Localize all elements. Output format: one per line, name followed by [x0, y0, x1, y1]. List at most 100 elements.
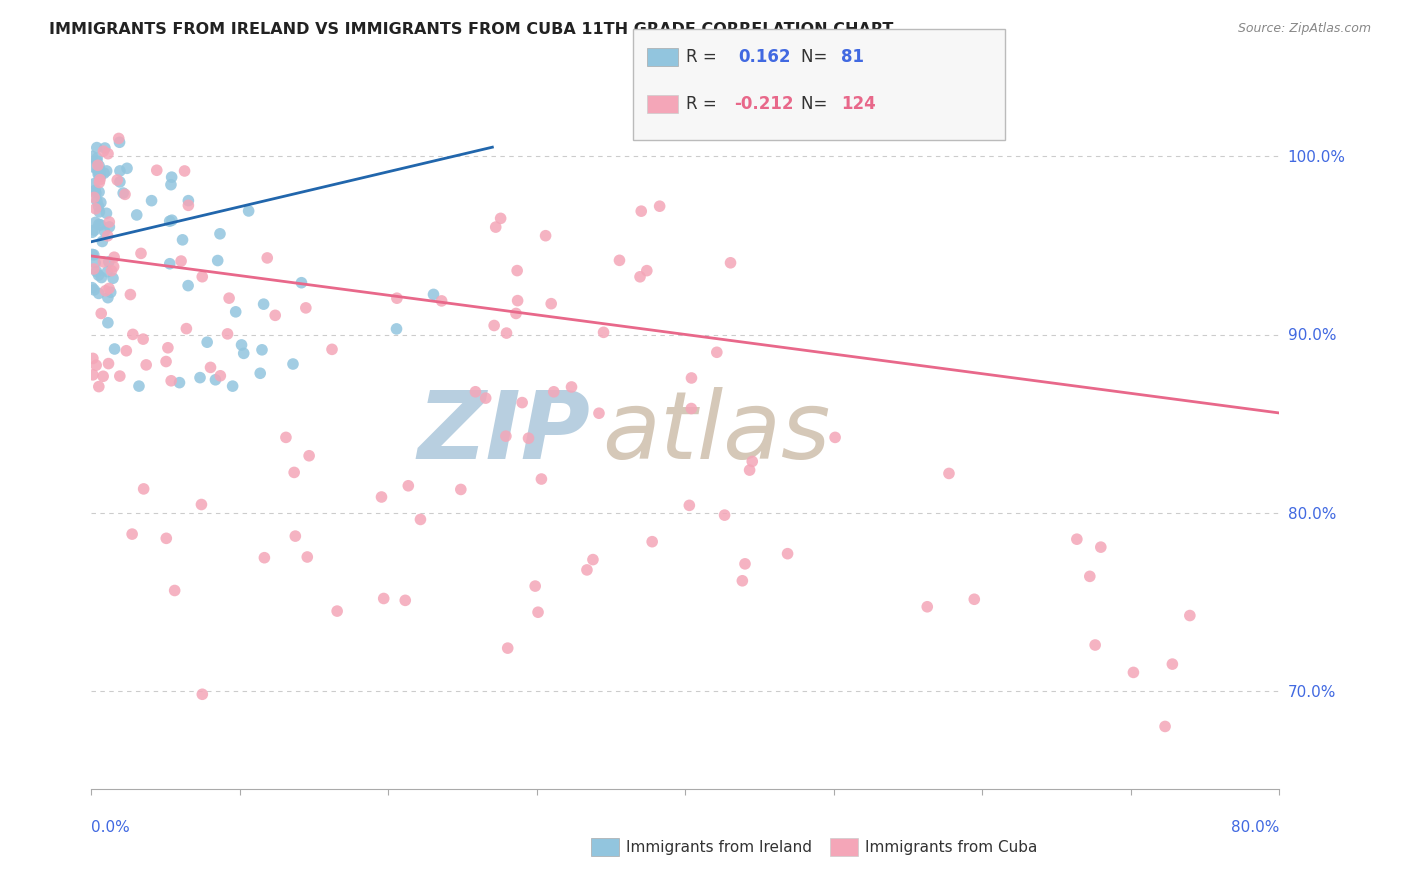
Point: [90, 195, 112, 210]
Point: [741, 454, 763, 468]
Point: [295, 301, 318, 315]
Text: R =: R =: [686, 95, 723, 113]
Point: [636, 263, 658, 277]
Point: [87, 185, 110, 199]
Point: [177, 194, 200, 208]
Point: [163, 583, 186, 598]
Point: [82, 247, 104, 261]
Point: [96, 164, 118, 178]
Point: [87, 268, 110, 283]
Point: [250, 343, 273, 357]
Point: [231, 338, 253, 352]
Text: 0.162: 0.162: [738, 48, 790, 66]
Point: [540, 296, 562, 310]
Point: [121, 327, 143, 342]
Point: [90, 270, 112, 285]
Point: [97, 291, 120, 305]
Point: [630, 204, 652, 219]
Point: [93, 255, 115, 269]
Point: [824, 430, 846, 444]
Text: -0.212: -0.212: [734, 95, 793, 113]
Point: [90, 306, 112, 320]
Point: [575, 563, 598, 577]
Point: [1090, 540, 1112, 554]
Point: [176, 321, 198, 335]
Point: [678, 499, 700, 513]
Point: [474, 391, 496, 405]
Text: R =: R =: [686, 48, 723, 66]
Point: [94, 141, 117, 155]
Point: [83, 223, 105, 237]
Point: [97, 316, 120, 330]
Point: [482, 318, 505, 333]
Point: [114, 187, 136, 202]
Point: [87, 286, 110, 301]
Point: [87, 379, 110, 393]
Point: [132, 332, 155, 346]
Point: [97, 146, 120, 161]
Point: [156, 341, 179, 355]
Text: atlas: atlas: [602, 387, 831, 478]
Point: [188, 370, 211, 384]
Point: [96, 206, 118, 220]
Point: [132, 482, 155, 496]
Point: [495, 429, 517, 443]
Point: [648, 199, 671, 213]
Point: [720, 256, 742, 270]
Text: 124: 124: [841, 95, 876, 113]
Point: [209, 368, 232, 383]
Point: [170, 254, 193, 268]
Point: [396, 479, 419, 493]
Point: [87, 158, 110, 172]
Point: [450, 483, 472, 497]
Point: [253, 550, 276, 565]
Point: [87, 159, 110, 173]
Point: [93, 166, 115, 180]
Point: [135, 358, 157, 372]
Point: [169, 376, 191, 390]
Point: [1066, 532, 1088, 546]
Point: [238, 203, 260, 218]
Point: [641, 534, 664, 549]
Point: [588, 406, 610, 420]
Point: [225, 305, 247, 319]
Point: [409, 512, 432, 526]
Point: [120, 287, 142, 301]
Point: [489, 211, 512, 226]
Point: [207, 253, 229, 268]
Point: [159, 214, 181, 228]
Point: [82, 160, 104, 174]
Point: [464, 384, 486, 399]
Point: [87, 168, 110, 182]
Point: [128, 379, 150, 393]
Point: [107, 131, 129, 145]
Point: [84, 215, 107, 229]
Text: Immigrants from Cuba: Immigrants from Cuba: [865, 840, 1038, 855]
Point: [160, 374, 183, 388]
Point: [218, 291, 240, 305]
Text: N=: N=: [801, 48, 832, 66]
Point: [385, 291, 408, 305]
Text: 81: 81: [841, 48, 863, 66]
Point: [83, 283, 105, 297]
Point: [108, 135, 131, 149]
Text: N=: N=: [801, 95, 832, 113]
Point: [326, 604, 349, 618]
Point: [94, 284, 117, 298]
Point: [264, 309, 287, 323]
Point: [91, 369, 114, 384]
Point: [145, 163, 167, 178]
Point: [505, 306, 527, 320]
Point: [82, 351, 104, 366]
Point: [734, 557, 756, 571]
Point: [496, 641, 519, 656]
Point: [105, 173, 128, 187]
Point: [534, 228, 557, 243]
Point: [115, 161, 138, 176]
Point: [738, 463, 761, 477]
Point: [681, 371, 703, 385]
Point: [1154, 719, 1177, 733]
Point: [121, 527, 143, 541]
Point: [217, 326, 239, 341]
Point: [87, 218, 110, 232]
